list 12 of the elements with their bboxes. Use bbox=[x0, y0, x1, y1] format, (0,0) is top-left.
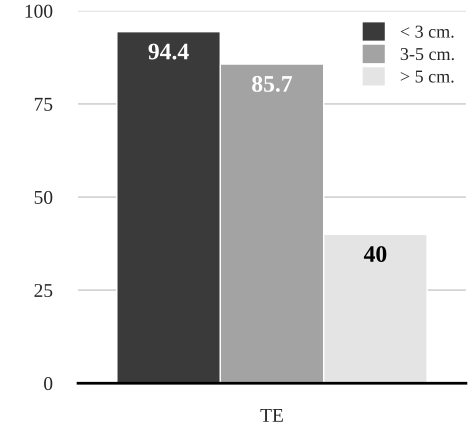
legend-label: 3-5 cm. bbox=[400, 48, 454, 60]
y-tick-label: 50 bbox=[34, 190, 52, 204]
y-tick-label: 25 bbox=[34, 284, 52, 298]
x-tick-label: TE bbox=[260, 408, 283, 422]
legend-label: > 5 cm. bbox=[400, 70, 454, 83]
data-label: 40 bbox=[364, 246, 386, 262]
legend-label: < 3 cm. bbox=[400, 26, 454, 38]
y-tick-label: 100 bbox=[26, 4, 52, 18]
y-tick-label: 0 bbox=[44, 377, 52, 390]
y-tick-label: 75 bbox=[34, 98, 52, 111]
data-label: 85.7 bbox=[252, 76, 292, 92]
data-label: 94.4 bbox=[148, 44, 189, 60]
